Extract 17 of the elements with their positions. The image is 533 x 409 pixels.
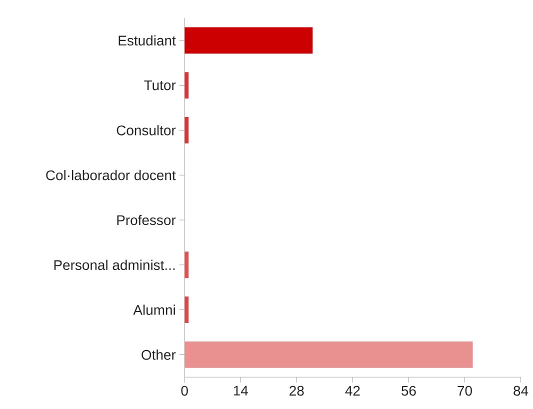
y-tick-label: Col·laborador docent [46,170,176,180]
y-tick-label: Tutor [144,80,176,90]
x-tick-label: 70 [458,386,472,396]
x-tick-label: 56 [402,386,416,396]
bar [184,27,313,54]
y-tick-label: Alumni [133,304,175,315]
x-tick-label: 28 [290,386,304,396]
x-tick-label: 14 [234,386,248,396]
bar [184,341,473,368]
x-tick-label: 0 [181,386,188,396]
y-tick-label: Professor [117,214,176,226]
y-tick-label: Personal administ... [54,260,175,270]
x-tick-label: 42 [345,386,360,396]
y-tick-label: Other [142,350,176,360]
x-tick-label: 84 [514,386,528,396]
y-tick-label: Consultor [116,125,176,136]
y-tick-label: Estudiant [118,35,176,46]
